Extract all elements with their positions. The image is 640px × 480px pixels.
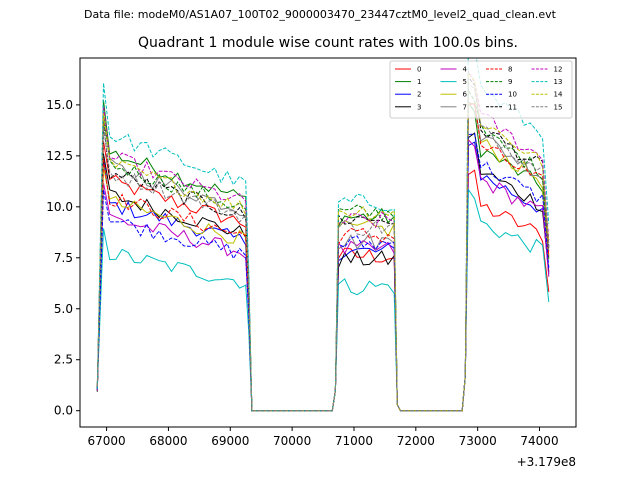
x-tick-label: 68000 xyxy=(149,434,187,448)
legend-label-6: 6 xyxy=(463,91,468,99)
legend-label-12: 12 xyxy=(554,66,563,74)
legend-label-7: 7 xyxy=(463,103,467,111)
y-tick-label: 10.0 xyxy=(46,200,73,214)
legend-label-15: 15 xyxy=(554,103,563,111)
x-tick-label: 69000 xyxy=(211,434,249,448)
x-offset-label: +3.179e8 xyxy=(517,455,576,469)
y-tick-label: 0.0 xyxy=(54,404,73,418)
x-tick-label: 67000 xyxy=(87,434,125,448)
y-tick-label: 7.5 xyxy=(54,251,73,265)
legend-label-0: 0 xyxy=(417,66,421,74)
y-tick-label: 5.0 xyxy=(54,302,73,316)
y-tick-label: 15.0 xyxy=(46,98,73,112)
y-tick-label: 2.5 xyxy=(54,353,73,367)
legend-label-5: 5 xyxy=(463,78,467,86)
legend-label-3: 3 xyxy=(417,103,421,111)
legend-label-8: 8 xyxy=(508,66,512,74)
legend-label-13: 13 xyxy=(554,78,563,86)
line-chart: 67000 68000 69000 70000 71000 72000 73000 74000… xyxy=(0,0,640,480)
y-tick-label: 12.5 xyxy=(46,149,73,163)
x-tick-label: 73000 xyxy=(459,434,497,448)
legend-label-4: 4 xyxy=(463,66,468,74)
x-tick-label: 74000 xyxy=(520,434,558,448)
legend-label-1: 1 xyxy=(417,78,421,86)
legend-label-2: 2 xyxy=(417,91,421,99)
x-tick-label: 71000 xyxy=(335,434,373,448)
legend-label-10: 10 xyxy=(508,91,517,99)
x-tick-label: 72000 xyxy=(397,434,435,448)
legend-label-14: 14 xyxy=(554,91,563,99)
legend-label-9: 9 xyxy=(508,78,512,86)
x-tick-label: 70000 xyxy=(273,434,311,448)
legend-label-11: 11 xyxy=(508,103,517,111)
